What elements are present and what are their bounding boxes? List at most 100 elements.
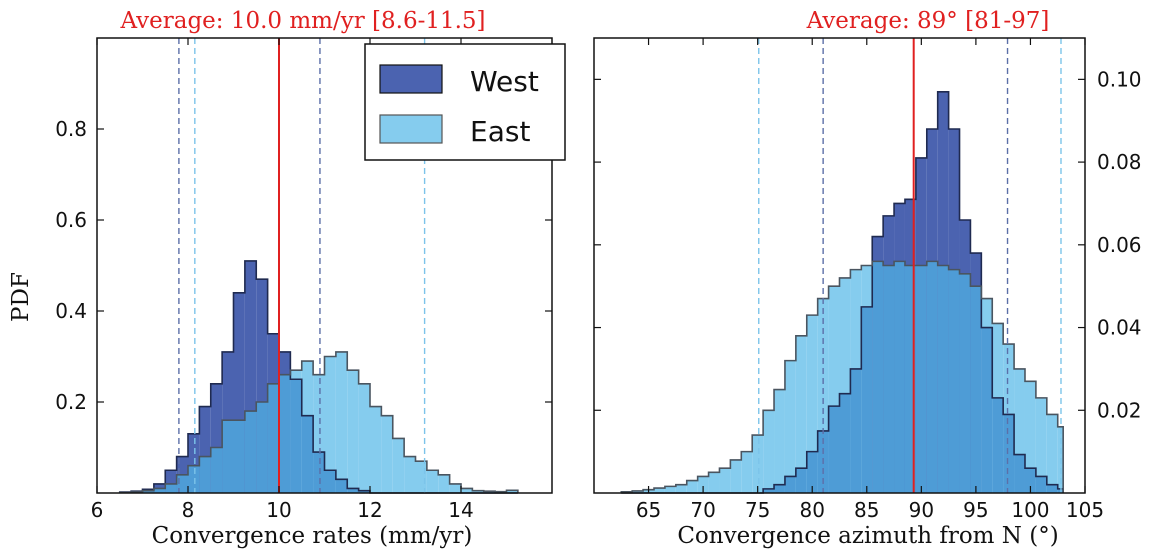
left-east-bar: [392, 438, 405, 493]
right-east-bar: [686, 480, 698, 493]
left-histogram-bars: [118, 260, 519, 494]
right-east-bar: [752, 435, 764, 493]
right-east-bar: [741, 451, 753, 493]
right-overlap-bar: [959, 273, 971, 493]
left-overlap-bar: [165, 483, 177, 493]
left-west-bar: [199, 406, 211, 493]
left-x-axis-label: Convergence rates (mm/yr): [152, 523, 473, 549]
right-east-bar: [1014, 368, 1025, 493]
right-x-axis-label: Convergence azimuth from N (°): [677, 523, 1058, 549]
right-x-tick-label: 65: [636, 498, 661, 522]
left-overlap-bar: [153, 488, 166, 493]
left-east-bar: [347, 370, 359, 493]
right-overlap-bar: [915, 265, 927, 493]
left-east-bar: [438, 474, 450, 493]
right-overlap-bar: [795, 468, 807, 493]
left-east-bar: [404, 456, 416, 493]
left-east-outline: [118, 351, 519, 494]
left-east-bar: [483, 491, 496, 493]
left-overlap-bar: [347, 488, 359, 493]
right-east-bar: [817, 298, 829, 493]
right-overlap-bar: [774, 484, 785, 493]
right-overlap-bar: [828, 406, 840, 493]
right-overlap-bar: [981, 327, 993, 493]
right-y-tick-label: 0.02: [1097, 398, 1142, 422]
right-overlap-bar: [861, 306, 873, 493]
left-overlap-bar: [358, 490, 370, 493]
left-east-bar: [335, 351, 348, 493]
right-overlap-bar: [970, 286, 982, 493]
left-y-tick-label: 0.6: [55, 208, 87, 232]
right-overlap-bar: [1003, 414, 1015, 493]
right-east-bar: [654, 488, 665, 493]
left-east-bar: [313, 374, 325, 493]
left-east-bar: [506, 490, 518, 493]
left-overlap-bar: [279, 374, 291, 493]
left-east-bar: [472, 490, 484, 493]
right-chart-title: Average: 89° [81-97]: [806, 8, 1050, 34]
right-overlap-bar: [1014, 454, 1025, 493]
right-overlap-bar: [850, 368, 862, 493]
right-overlap-bar: [948, 269, 960, 493]
right-overlap-bar: [883, 265, 895, 493]
right-axis-ticks: 65 70 75 80 85 90 95 100 105 0.02 0.04 0.06 0.08 0.10: [594, 38, 1142, 522]
right-x-tick-label: 75: [745, 498, 770, 522]
left-overlap-bar: [142, 490, 154, 493]
legend-west-swatch: [379, 64, 443, 94]
right-y-tick-label: 0.04: [1097, 316, 1142, 340]
right-x-tick-label: 85: [854, 498, 879, 522]
left-overlap-bar: [324, 470, 336, 493]
left-west-bar: [188, 433, 200, 493]
right-east-bar: [632, 490, 644, 493]
right-east-bar: [839, 277, 851, 493]
right-histogram-bars: [620, 90, 1064, 494]
left-overlap-bar: [267, 383, 279, 493]
left-overlap-bar: [244, 411, 257, 493]
left-x-tick-label: 14: [448, 498, 473, 522]
right-overlap-bar: [926, 261, 938, 493]
left-west-bar: [165, 470, 177, 493]
left-overlap-bar: [256, 402, 268, 493]
left-overlap-bar: [176, 474, 188, 493]
left-west-bar: [210, 383, 223, 493]
left-east-bar: [415, 461, 427, 493]
right-east-outline: [620, 260, 1064, 493]
right-overlap-bar: [784, 476, 796, 493]
left-chart-title: Average: 10.0 mm/yr [8.6-11.5]: [119, 8, 485, 34]
left-west-bar: [233, 292, 245, 493]
left-overlap-bar: [210, 447, 223, 493]
right-east-bar: [697, 476, 709, 493]
right-overlap-bar: [992, 397, 1004, 493]
right-y-tick-label: 0.06: [1097, 233, 1142, 257]
right-east-bar: [806, 315, 818, 493]
y-axis-label: PDF: [8, 272, 34, 322]
left-west-bar: [256, 279, 268, 493]
left-plot-frame: [96, 37, 553, 494]
right-plot-frame: [593, 37, 1086, 494]
left-east-bar: [324, 356, 336, 493]
legend: West East: [364, 43, 566, 161]
right-x-tick-label: 100: [1011, 498, 1049, 522]
right-overlap-bar: [937, 265, 949, 493]
left-y-tick-label: 0.8: [55, 117, 87, 141]
right-east-bar: [774, 389, 785, 493]
right-x-tick-label: 105: [1066, 498, 1104, 522]
right-east-bar: [708, 472, 720, 493]
right-x-tick-label: 95: [963, 498, 988, 522]
legend-west-label: West: [470, 65, 539, 98]
right-overlap-bar: [872, 261, 884, 493]
right-east-bar: [828, 286, 840, 493]
right-y-tick-label: 0.08: [1097, 150, 1142, 174]
legend-east-label: East: [470, 115, 530, 148]
left-overlap-bar: [233, 420, 245, 493]
right-overlap-bar: [806, 451, 818, 493]
right-overlap-bar: [894, 261, 905, 493]
left-east-bar: [370, 406, 382, 493]
right-east-bar: [719, 468, 731, 493]
left-y-tick-label: 0.4: [55, 299, 87, 323]
left-overlap-bar: [301, 415, 314, 493]
right-overlap-bar: [1046, 484, 1058, 493]
right-overlap-bar: [1024, 468, 1036, 493]
right-east-bar: [664, 486, 676, 493]
